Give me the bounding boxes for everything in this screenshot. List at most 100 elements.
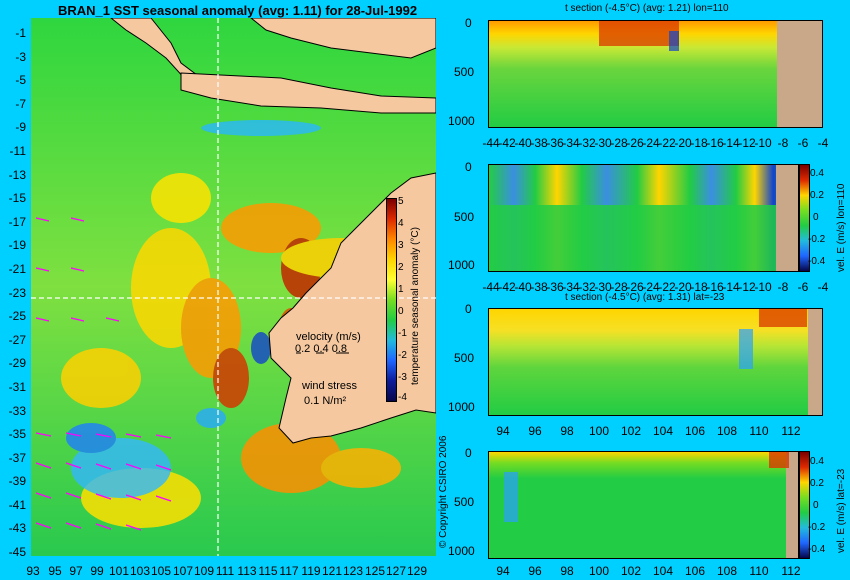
lat-tick: -37 [8, 451, 26, 465]
velocity-legend-label: velocity (m/s) [296, 331, 361, 343]
lat-tick: -13 [8, 168, 26, 182]
panel-3-xtick: 94 [496, 424, 510, 438]
panel-3-hot-patch [759, 309, 807, 327]
panel-2-xtick: -22 [658, 280, 676, 294]
panel-3-ytick: 500 [454, 351, 475, 365]
lat-tick: -21 [8, 262, 26, 276]
lat-tick: -39 [8, 474, 26, 488]
lon-tick: 103 [129, 564, 151, 578]
lat-tick: -25 [8, 309, 26, 323]
panel-4-cbtick: -0.2 [808, 522, 826, 533]
panel-4-ytick: 500 [454, 495, 475, 509]
panel-4-hot-patch [769, 452, 789, 468]
panel-4-xtick: 108 [716, 564, 738, 578]
panel-2-xtick: -34 [562, 280, 580, 294]
panel-4-cbtick: 0.2 [810, 478, 824, 489]
panel-2-xtick: -42 [498, 280, 516, 294]
panel-2-ytick: 500 [454, 210, 475, 224]
panel-2-cbtick: 0.4 [810, 168, 824, 179]
lon-tick: 113 [237, 564, 257, 578]
lat-tick: -31 [8, 380, 26, 394]
panel-1-xtick: -32 [578, 136, 596, 150]
panel-2-xtick: -38 [530, 280, 548, 294]
panel-1-xtick: -34 [562, 136, 580, 150]
lat-tick: -27 [8, 333, 26, 347]
panel-1-plot [488, 20, 823, 128]
panel-1-xtick: -42 [498, 136, 516, 150]
panel-2-cbtick: 0 [813, 212, 819, 223]
panel-4-xtick: 96 [528, 564, 542, 578]
lat-tick: -45 [8, 545, 26, 559]
copyright: © Copyright CSIRO 2006 [438, 435, 449, 548]
panel-2-land [776, 165, 798, 271]
panel-2-xtick: -32 [578, 280, 596, 294]
lon-tick: 107 [172, 564, 194, 578]
panel-2-cbtick: 0.2 [810, 190, 824, 201]
lon-tick: 129 [406, 564, 428, 578]
lat-tick: -3 [15, 50, 26, 64]
panel-2-xtick: -4 [817, 280, 829, 294]
lat-tick: -11 [9, 144, 26, 158]
panel-1-xtick: -12 [738, 136, 756, 150]
panel-2-xtick: -20 [674, 280, 692, 294]
panel-3-xtick: 106 [684, 424, 706, 438]
lat-tick: -5 [15, 73, 26, 87]
panel-2-xtick: -8 [777, 280, 789, 294]
panel-4-xtick: 110 [749, 564, 769, 578]
lat-tick: -15 [8, 191, 26, 205]
lon-tick: 111 [215, 564, 235, 578]
panel-3-xtick: 112 [781, 424, 801, 438]
panel-2-xtick: -24 [642, 280, 660, 294]
map-colorbar-tick: -3 [398, 372, 407, 383]
panel-1-ytick: 0 [465, 16, 472, 30]
panel-1-xtick: -22 [658, 136, 676, 150]
panel-3-title: t section (-4.5°C) (avg: 1.31) lat=-23 [565, 292, 725, 303]
panel-1-xtick: -40 [514, 136, 532, 150]
panel-2-xtick: -14 [722, 280, 740, 294]
map-colorbar-tick: 2 [398, 262, 404, 273]
lat-tick: -41 [8, 498, 26, 512]
panel-2-cbtick: -0.4 [808, 256, 826, 267]
map-colorbar-tick: 4 [398, 218, 404, 229]
lat-tick: -9 [15, 120, 26, 134]
panel-3-xtick: 102 [620, 424, 642, 438]
lon-tick: 119 [301, 564, 321, 578]
map-colorbar-label: temperature seasonal anomaly (°C) [410, 227, 421, 385]
panel-2-xtick: -6 [797, 280, 809, 294]
lat-tick: -17 [8, 215, 26, 229]
panel-4-cbtick: 0 [813, 500, 819, 511]
panel-4-xtick: 106 [684, 564, 706, 578]
panel-2-xtick: -26 [626, 280, 644, 294]
lat-tick: -19 [8, 238, 26, 252]
lon-tick: 95 [48, 564, 62, 578]
panel-1-hot-patch [599, 21, 679, 46]
panel-1-ytick: 500 [454, 65, 475, 79]
lon-tick: 125 [364, 564, 386, 578]
panel-2-colorbar [799, 164, 810, 272]
panel-1-xtick: -38 [530, 136, 548, 150]
panel-4-xtick: 94 [496, 564, 510, 578]
wind-stress-label: wind stress [302, 380, 358, 392]
lon-tick: 93 [26, 564, 40, 578]
panel-1-xtick: -20 [674, 136, 692, 150]
panel-3-xtick: 108 [716, 424, 738, 438]
panel-3-xtick: 100 [588, 424, 610, 438]
panel-1-xtick: -14 [722, 136, 740, 150]
panel-1-xtick: -6 [797, 136, 809, 150]
panel-2-lower-band [489, 205, 776, 271]
panel-4-xtick: 102 [620, 564, 642, 578]
wind-arrows [35, 217, 172, 531]
panel-2-xtick: -12 [738, 280, 756, 294]
lat-tick: -43 [8, 521, 26, 535]
lat-tick: -33 [8, 404, 26, 418]
map-colorbar-tick: 3 [398, 240, 404, 251]
panel-2-ytick: 1000 [448, 258, 475, 272]
panel-4-ytick: 1000 [448, 544, 475, 558]
panel-2-xtick: -30 [594, 280, 612, 294]
map-colorbar-tick: 0 [398, 306, 404, 317]
panel-1-xtick: -16 [706, 136, 724, 150]
panel-2-xtick: -40 [514, 280, 532, 294]
lon-tick: 121 [321, 564, 343, 578]
panel-3-ytick: 1000 [448, 400, 475, 414]
lon-tick: 117 [279, 564, 299, 578]
